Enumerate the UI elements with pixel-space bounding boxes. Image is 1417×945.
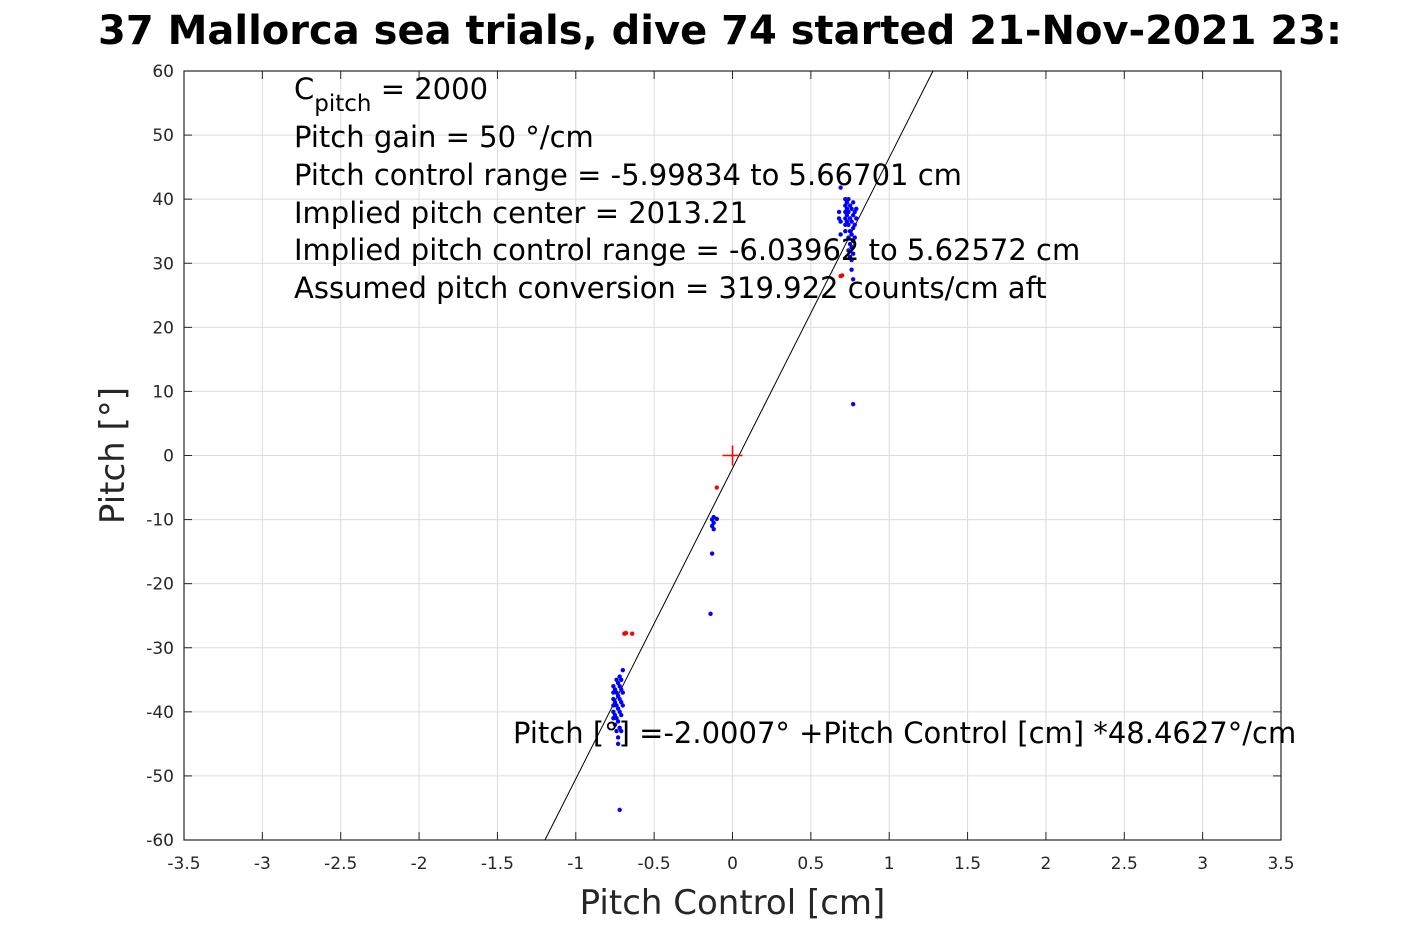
data-point bbox=[843, 229, 848, 234]
x-tick-label: -2 bbox=[411, 854, 428, 874]
x-tick-label: -0.5 bbox=[638, 854, 671, 874]
data-point bbox=[709, 551, 715, 556]
implied-pitch-control-range-annotation: Implied pitch control range = -6.03962 t… bbox=[294, 233, 1080, 267]
data-points bbox=[611, 185, 859, 813]
data-point bbox=[852, 222, 857, 227]
x-tick-label: 1 bbox=[884, 854, 895, 874]
y-axis-label: Pitch [°] bbox=[93, 387, 133, 524]
y-tick-label: -60 bbox=[146, 831, 174, 851]
data-point bbox=[840, 273, 845, 278]
x-tick-label: -3.5 bbox=[167, 854, 200, 874]
data-point bbox=[612, 722, 618, 727]
c-pitch-subscript: pitch bbox=[314, 91, 371, 117]
x-tick-label: -3 bbox=[254, 854, 271, 874]
y-tick-label: 30 bbox=[152, 254, 174, 274]
data-point bbox=[838, 219, 843, 224]
y-tick-label: -50 bbox=[146, 767, 174, 787]
c-pitch-main: C bbox=[294, 72, 314, 106]
y-tick-label: 20 bbox=[152, 318, 174, 338]
x-tick-label: 1.5 bbox=[954, 854, 981, 874]
data-point bbox=[620, 703, 625, 708]
y-tick-label: 50 bbox=[152, 126, 174, 146]
data-point bbox=[620, 690, 625, 695]
x-tick-labels: -3.5 -3 -2.5 -2 -1.5 -1 -0.5 0 0.5 1 1.5 2 2.5 3 3.5 bbox=[167, 854, 1294, 874]
data-point bbox=[620, 667, 625, 673]
x-tick-label: -2.5 bbox=[324, 854, 357, 874]
pitch-control-range-annotation: Pitch control range = -5.99834 to 5.6670… bbox=[294, 158, 962, 192]
data-point bbox=[849, 267, 854, 272]
data-point bbox=[711, 520, 716, 525]
data-point bbox=[614, 728, 619, 734]
x-axis-label: Pitch Control [cm] bbox=[580, 883, 886, 923]
data-point bbox=[849, 232, 854, 237]
x-tick-label: 2.5 bbox=[1111, 854, 1138, 874]
data-point bbox=[617, 807, 622, 813]
data-point bbox=[849, 206, 854, 211]
data-point bbox=[708, 611, 713, 616]
data-point bbox=[846, 248, 851, 253]
data-point bbox=[838, 185, 843, 190]
data-point bbox=[714, 485, 720, 490]
c-pitch-annotation: Cpitch = 2000 bbox=[294, 72, 488, 117]
data-point bbox=[714, 516, 720, 522]
data-point bbox=[850, 200, 856, 205]
data-point bbox=[849, 245, 854, 250]
y-tick-label: 10 bbox=[152, 382, 174, 402]
data-point bbox=[850, 402, 856, 407]
data-point bbox=[623, 630, 629, 636]
x-tick-label: 2 bbox=[1041, 854, 1052, 874]
assumed-pitch-conversion-annotation: Assumed pitch conversion = 319.922 count… bbox=[294, 271, 1047, 305]
data-point bbox=[836, 209, 842, 215]
x-tick-label: 3.5 bbox=[1267, 854, 1294, 874]
chart-title: 37 Mallorca sea trials, dive 74 started … bbox=[98, 8, 1342, 54]
data-point bbox=[630, 631, 635, 636]
plot-frame bbox=[183, 70, 1282, 841]
data-point bbox=[849, 257, 854, 263]
data-point bbox=[619, 677, 624, 682]
data-point bbox=[711, 526, 716, 532]
y-tick-label: -30 bbox=[146, 639, 174, 659]
x-tick-label: 0.5 bbox=[797, 854, 824, 874]
y-tick-label: 0 bbox=[163, 447, 174, 467]
data-point bbox=[849, 219, 854, 224]
data-point bbox=[846, 209, 851, 215]
data-point bbox=[852, 235, 857, 240]
data-point bbox=[850, 251, 856, 256]
data-point bbox=[619, 728, 624, 734]
data-point bbox=[846, 235, 851, 240]
y-tick-labels: -60 -50 -40 -30 -20 -10 0 10 20 30 40 50 60 bbox=[146, 62, 174, 851]
pitch-gain-annotation: Pitch gain = 50 °/cm bbox=[294, 120, 594, 154]
data-point bbox=[854, 216, 859, 221]
data-point bbox=[850, 277, 856, 282]
data-point bbox=[854, 206, 859, 211]
data-point bbox=[615, 741, 621, 747]
c-pitch-value: = 2000 bbox=[371, 72, 488, 106]
y-tick-label: -20 bbox=[146, 575, 174, 595]
fit-equation-annotation: Pitch [°] =-2.0007° +Pitch Control [cm] … bbox=[513, 716, 1296, 750]
data-point bbox=[619, 712, 624, 718]
y-tick-label: 60 bbox=[152, 62, 174, 82]
data-point bbox=[615, 735, 621, 740]
x-tick-label: -1.5 bbox=[481, 854, 514, 874]
y-tick-label: -10 bbox=[146, 511, 174, 531]
data-point bbox=[846, 222, 851, 227]
y-tick-label: 40 bbox=[152, 190, 174, 210]
x-tick-label: 3 bbox=[1197, 854, 1208, 874]
data-point bbox=[615, 719, 621, 724]
x-tick-label: -1 bbox=[567, 854, 584, 874]
x-tick-label: 0 bbox=[727, 854, 738, 874]
center-marker bbox=[722, 445, 743, 466]
implied-pitch-center-annotation: Implied pitch center = 2013.21 bbox=[294, 196, 748, 230]
data-point bbox=[838, 232, 843, 237]
data-point bbox=[846, 196, 851, 202]
y-tick-label: -40 bbox=[146, 703, 174, 723]
